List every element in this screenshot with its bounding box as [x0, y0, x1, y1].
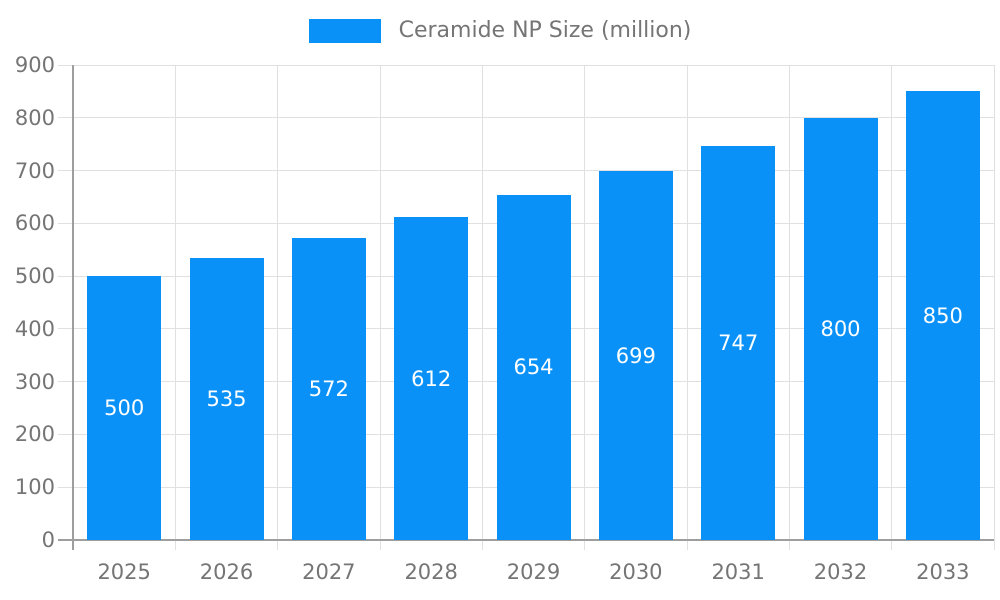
- x-axis-tick-label: 2029: [506, 560, 561, 584]
- x-axis-line: [58, 539, 994, 541]
- bar-value-label: 654: [513, 355, 554, 380]
- bar-value-label: 747: [718, 330, 759, 355]
- x-axis-tick-label: 2025: [97, 560, 151, 584]
- gridline-horizontal: [58, 117, 994, 119]
- x-axis-tick-label: 2030: [609, 560, 663, 584]
- bar-value-label: 572: [308, 377, 349, 402]
- y-axis-tick-label: 600: [14, 211, 55, 236]
- bar[interactable]: 850: [905, 91, 980, 540]
- gridline-vertical: [277, 65, 279, 550]
- gridline-vertical: [686, 65, 688, 550]
- gridline-horizontal: [58, 64, 994, 66]
- y-axis-tick-label: 700: [14, 158, 55, 183]
- gridline-vertical: [788, 65, 790, 550]
- gridline-vertical: [584, 65, 586, 550]
- plot-area: 0 100 200 300 400 500 600 700 800 900 500 2025 535 20…: [15, 53, 995, 584]
- bar-value-label: 800: [820, 316, 861, 341]
- bar[interactable]: 747: [701, 145, 776, 540]
- bar-value-label: 699: [615, 343, 656, 368]
- y-axis-tick-label: 800: [14, 105, 55, 130]
- bar-value-label: 500: [104, 396, 145, 421]
- bar[interactable]: 500: [87, 276, 162, 540]
- x-axis-tick-label: 2032: [813, 560, 868, 584]
- gridline-vertical: [174, 65, 176, 550]
- bar-value-label: 612: [411, 366, 452, 391]
- y-axis-tick-label: 500: [14, 264, 55, 289]
- y-axis-tick-label: 300: [14, 369, 55, 394]
- x-axis-tick-label: 2027: [302, 560, 356, 584]
- x-axis-tick-label: 2026: [199, 560, 254, 584]
- legend-item[interactable]: Ceramide NP Size (million): [0, 17, 1000, 45]
- gridline-vertical: [481, 65, 483, 550]
- gridline-vertical: [993, 65, 995, 550]
- gridline-horizontal: [58, 170, 994, 172]
- x-axis-tick-label: 2028: [404, 560, 458, 584]
- bar[interactable]: 699: [598, 171, 673, 540]
- gridline-vertical: [379, 65, 381, 550]
- y-axis-tick-label: 900: [14, 53, 55, 77]
- bar[interactable]: 800: [803, 117, 878, 540]
- gridline-vertical: [891, 65, 893, 550]
- bar[interactable]: 612: [394, 217, 469, 540]
- legend-swatch: [308, 19, 381, 43]
- legend-label: Ceramide NP Size (million): [398, 18, 692, 43]
- bar-value-label: 850: [922, 303, 963, 328]
- y-axis-line: [72, 65, 74, 550]
- x-axis-tick-label: 2033: [916, 560, 970, 584]
- y-axis-tick-label: 400: [14, 316, 55, 341]
- bar[interactable]: 572: [291, 238, 366, 540]
- x-axis-tick-label: 2031: [711, 560, 765, 584]
- y-axis-tick-label: 0: [41, 528, 55, 552]
- bar[interactable]: 654: [496, 194, 571, 540]
- bar-value-label: 535: [206, 386, 247, 411]
- bar[interactable]: 535: [189, 257, 264, 540]
- y-axis-tick-label: 200: [14, 422, 55, 447]
- y-axis-tick-label: 100: [14, 475, 55, 500]
